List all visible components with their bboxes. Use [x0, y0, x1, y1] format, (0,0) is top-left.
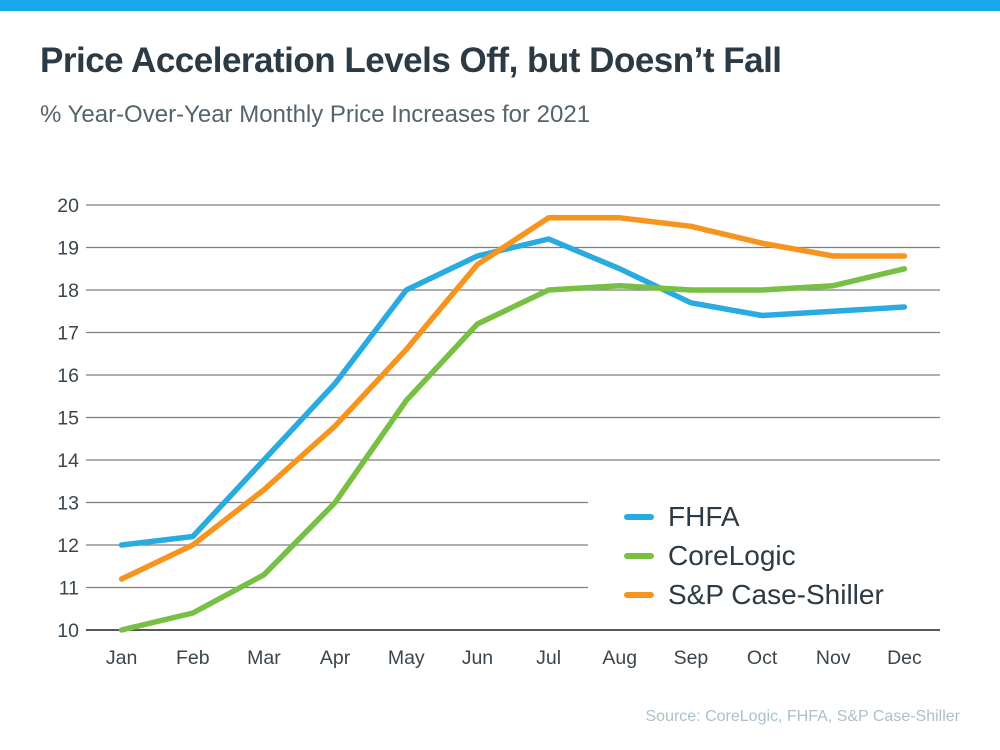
legend-label-fhfa: FHFA — [668, 500, 740, 532]
x-tick-label: Sep — [674, 647, 709, 669]
x-tick-label: May — [388, 647, 425, 669]
y-tick-label: 12 — [57, 535, 79, 557]
y-tick-label: 16 — [57, 365, 79, 387]
x-tick-label: Jun — [462, 647, 493, 669]
y-tick-label: 14 — [57, 450, 79, 472]
series-line-corelogic — [118, 266, 908, 633]
source-note: Source: CoreLogic, FHFA, S&P Case-Shille… — [645, 708, 961, 725]
legend-swatch-corelogic — [624, 552, 654, 559]
y-tick-label: 13 — [57, 493, 79, 515]
x-tick-label: Feb — [176, 647, 210, 669]
x-tick-label: Dec — [887, 647, 922, 669]
y-tick-label: 10 — [57, 620, 79, 642]
y-tick-label: 19 — [57, 238, 79, 260]
legend-label-s-p-case-shiller: S&P Case-Shiller — [668, 578, 884, 610]
chart-title: Price Acceleration Levels Off, but Doesn… — [40, 41, 782, 80]
y-tick-label: 15 — [57, 408, 79, 430]
x-tick-label: Apr — [320, 647, 351, 669]
legend-swatch-s-p-case-shiller — [624, 591, 654, 598]
legend-swatch-fhfa — [624, 513, 654, 520]
chart-legend: FHFA CoreLogic S&P Case-Shiller — [588, 485, 940, 627]
top-accent-bar — [0, 0, 1000, 11]
series-line-s-p-case-shiller — [118, 215, 908, 582]
x-tick-label: Jan — [106, 647, 137, 669]
x-tick-label: Nov — [816, 647, 851, 669]
legend-item-s-p-case-shiller: S&P Case-Shiller — [624, 575, 940, 614]
y-tick-label: 18 — [57, 280, 79, 302]
y-tick-label: 11 — [59, 578, 79, 600]
y-tick-label: 20 — [57, 195, 79, 217]
legend-item-corelogic: CoreLogic — [624, 536, 940, 575]
x-tick-label: Jul — [536, 647, 561, 669]
y-tick-label: 17 — [57, 323, 79, 345]
legend-item-fhfa: FHFA — [624, 497, 940, 536]
x-tick-label: Oct — [747, 647, 778, 669]
series-line-fhfa — [118, 236, 908, 548]
legend-label-corelogic: CoreLogic — [668, 539, 796, 571]
x-tick-label: Aug — [602, 647, 637, 669]
chart-subtitle: % Year-Over-Year Monthly Price Increases… — [40, 101, 591, 128]
x-tick-label: Mar — [247, 647, 281, 669]
